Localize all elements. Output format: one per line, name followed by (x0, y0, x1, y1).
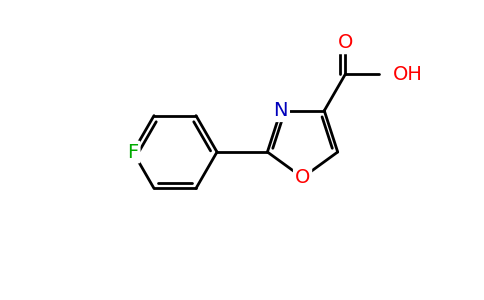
Text: OH: OH (393, 65, 423, 84)
Text: O: O (295, 168, 310, 187)
Text: F: F (127, 142, 138, 161)
Text: O: O (337, 33, 353, 52)
Text: N: N (273, 101, 288, 120)
